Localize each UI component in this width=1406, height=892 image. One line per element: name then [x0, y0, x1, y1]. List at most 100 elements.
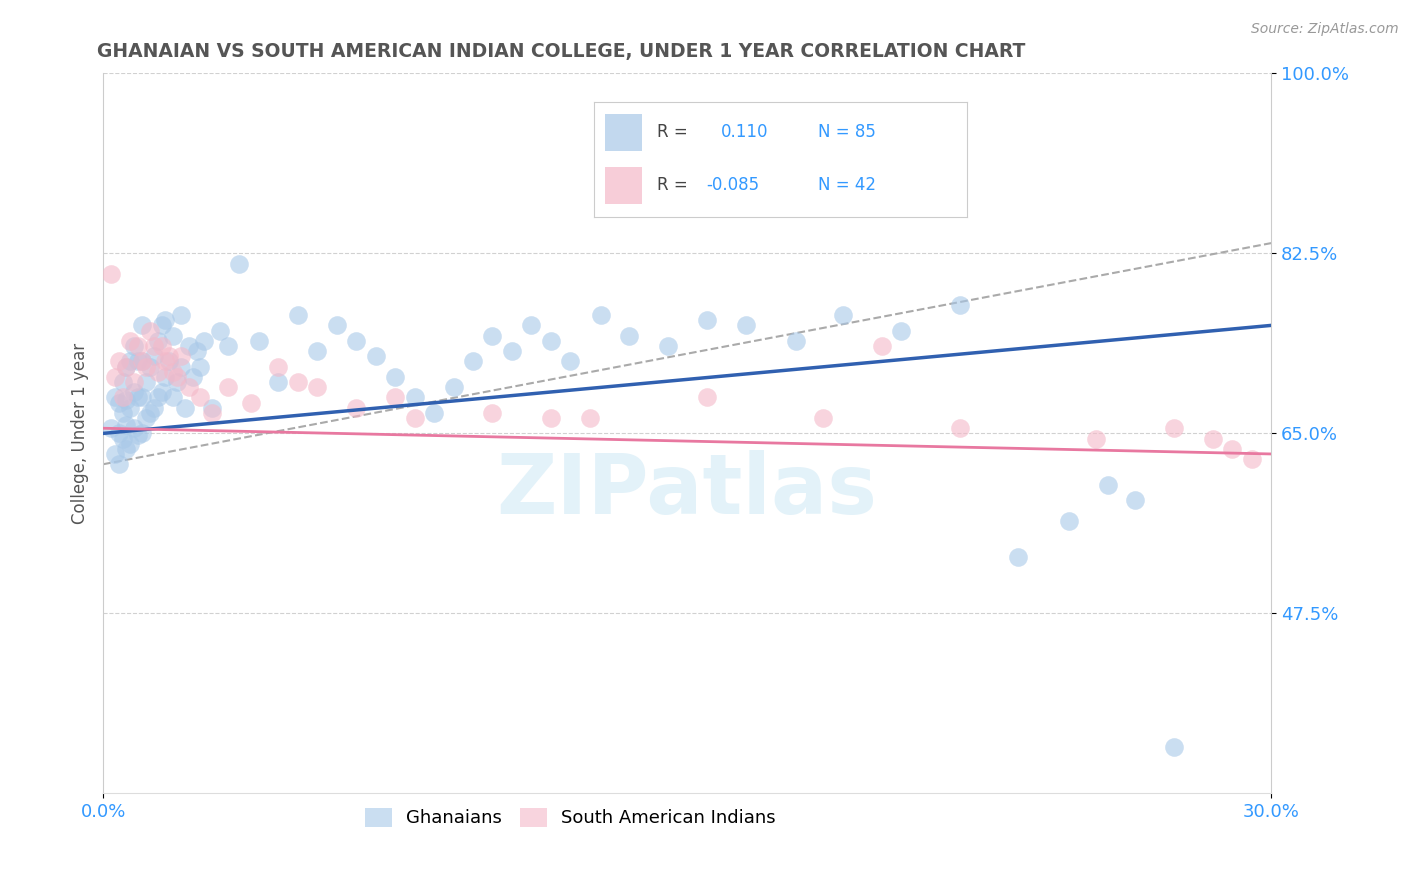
Point [111, 391, 134, 405]
Point [949, 421, 972, 435]
Point [142, 349, 165, 363]
Point [115, 359, 138, 374]
Point [150, 318, 173, 333]
Point [696, 313, 718, 327]
Y-axis label: College, Under 1 year: College, Under 1 year [72, 343, 89, 524]
Point [949, 298, 972, 312]
Point [247, 334, 270, 348]
Point [146, 391, 169, 405]
Point [127, 354, 149, 368]
Point [813, 411, 835, 425]
Point [177, 380, 200, 394]
Point [540, 334, 562, 348]
Point [1084, 432, 1107, 446]
Point [177, 339, 200, 353]
Point [267, 359, 290, 374]
Point [1163, 421, 1185, 435]
Point [124, 375, 146, 389]
Point [1202, 432, 1225, 446]
Point [131, 354, 153, 368]
Point [208, 324, 231, 338]
Point [193, 334, 215, 348]
Point [124, 385, 146, 400]
Point [404, 391, 426, 405]
Point [111, 432, 134, 446]
Point [520, 318, 543, 333]
Point [325, 318, 347, 333]
Point [870, 339, 893, 353]
Point [111, 406, 134, 420]
Point [120, 354, 142, 368]
Point [155, 354, 177, 368]
Point [307, 380, 329, 394]
Text: GHANAIAN VS SOUTH AMERICAN INDIAN COLLEGE, UNDER 1 YEAR CORRELATION CHART: GHANAIAN VS SOUTH AMERICAN INDIAN COLLEG… [97, 42, 1025, 61]
Point [228, 257, 250, 271]
Point [162, 328, 184, 343]
Point [201, 406, 224, 420]
Point [120, 401, 142, 415]
Legend: Ghanaians, South American Indians: Ghanaians, South American Indians [357, 801, 783, 835]
Point [461, 354, 484, 368]
Point [162, 391, 184, 405]
Point [127, 428, 149, 442]
Point [107, 354, 129, 368]
Point [107, 395, 129, 409]
Point [890, 324, 912, 338]
Point [124, 421, 146, 435]
Point [831, 308, 853, 322]
Point [170, 308, 193, 322]
Point [146, 365, 169, 379]
Point [1097, 478, 1119, 492]
Point [481, 406, 503, 420]
Point [696, 391, 718, 405]
Point [540, 411, 562, 425]
Point [146, 334, 169, 348]
Point [115, 359, 138, 374]
Point [481, 328, 503, 343]
Point [100, 267, 122, 281]
Point [267, 375, 290, 389]
Point [135, 375, 157, 389]
Point [307, 344, 329, 359]
Point [139, 324, 162, 338]
Point [1220, 442, 1243, 456]
Point [591, 308, 613, 322]
Point [166, 375, 188, 389]
Point [131, 354, 153, 368]
Point [560, 354, 582, 368]
Point [155, 369, 177, 384]
Point [217, 380, 239, 394]
Point [344, 334, 367, 348]
Point [173, 401, 195, 415]
Point [104, 447, 127, 461]
Point [364, 349, 387, 363]
Point [1123, 493, 1146, 508]
Point [115, 393, 138, 408]
Point [657, 339, 679, 353]
Point [139, 406, 162, 420]
Point [150, 339, 173, 353]
Point [111, 375, 134, 389]
Point [100, 421, 122, 435]
Text: ZIPatlas: ZIPatlas [496, 450, 877, 532]
Point [135, 411, 157, 425]
Point [190, 359, 212, 374]
Point [217, 339, 239, 353]
Point [139, 359, 162, 374]
Point [344, 401, 367, 415]
Point [131, 391, 153, 405]
Point [170, 349, 193, 363]
Point [1007, 549, 1029, 564]
Point [115, 418, 138, 433]
Point [162, 365, 184, 379]
Point [104, 391, 127, 405]
Point [120, 334, 142, 348]
Point [127, 391, 149, 405]
Point [1240, 452, 1263, 467]
Point [131, 318, 153, 333]
Point [384, 391, 406, 405]
Point [115, 442, 138, 456]
Point [1057, 514, 1080, 528]
Point [157, 349, 180, 363]
Point [785, 334, 807, 348]
